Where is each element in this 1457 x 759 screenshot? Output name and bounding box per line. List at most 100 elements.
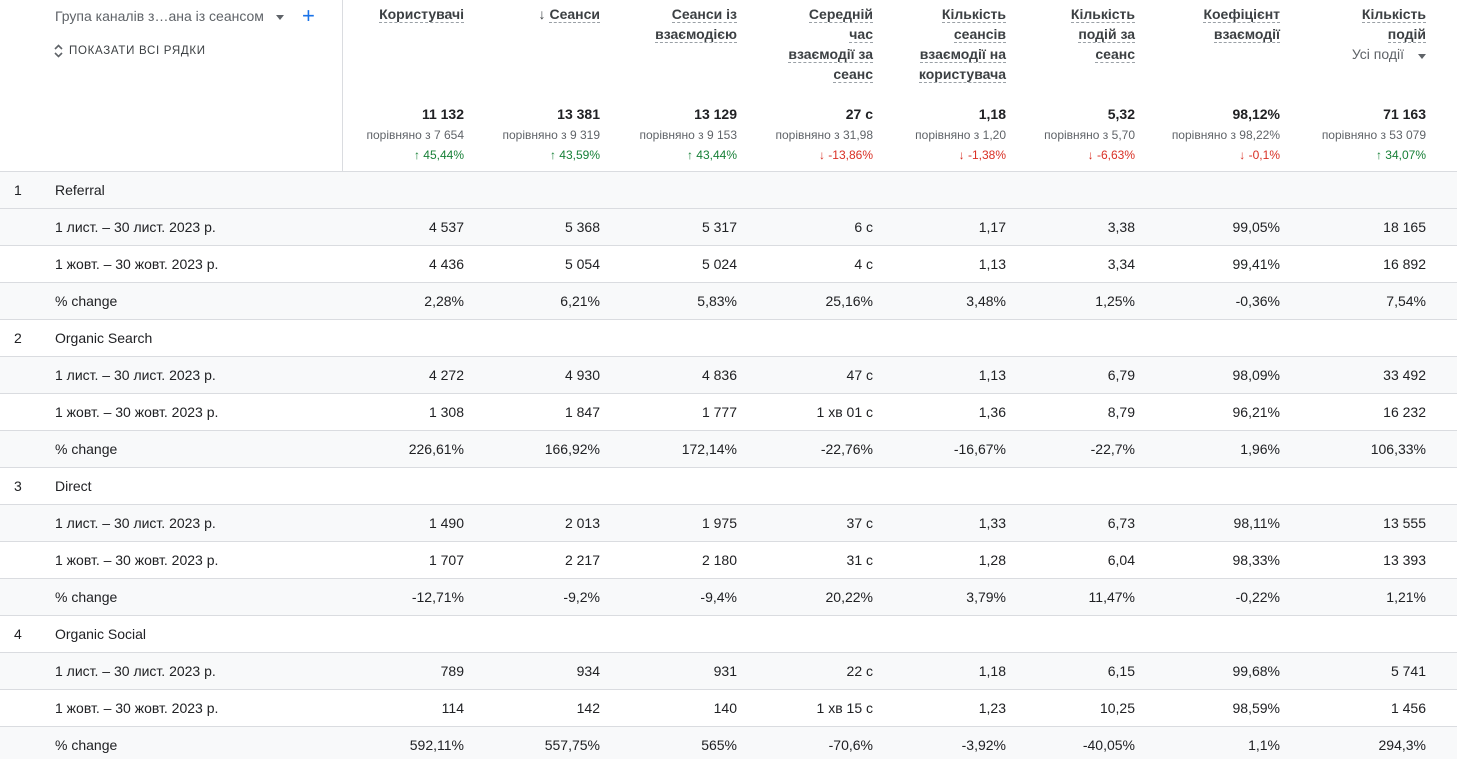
cell-avg_engagement_time: 25,16%	[825, 293, 873, 309]
metric-header-text: сеанс	[1095, 46, 1135, 63]
group-row-referral[interactable]: 1 Referral	[0, 171, 1457, 208]
metric-header-text: Сеанси	[549, 6, 600, 23]
cell-users: 4 537	[428, 219, 464, 235]
cell-engagement_rate: 98,09%	[1232, 367, 1280, 383]
cell-engaged_sessions: 565%	[701, 737, 737, 753]
total-comparison: порівняно з 9 153	[639, 128, 737, 142]
metric-header-text: Кількість	[1070, 6, 1135, 23]
total-sessions: 13 381 порівняно з 9 319 ↑ 43,59%	[502, 104, 600, 165]
total-comparison: порівняно з 98,22%	[1171, 128, 1280, 142]
metric-header-line: сеансів	[919, 24, 1006, 44]
cell-sessions: 142	[576, 700, 600, 716]
cell-users: 2,28%	[424, 293, 464, 309]
add-dimension-button[interactable]: +	[301, 3, 315, 28]
show-all-rows-button[interactable]: ПОКАЗАТИ ВСІ РЯДКИ	[53, 44, 206, 58]
cell-event_count: 18 165	[1383, 219, 1426, 235]
cell-event_count: 33 492	[1383, 367, 1426, 383]
cell-engagement_rate: 99,68%	[1232, 663, 1280, 679]
cell-engagement_rate: 99,05%	[1232, 219, 1280, 235]
total-delta-value: -6,63%	[1096, 148, 1135, 162]
cell-events_per_session: 3,34	[1107, 256, 1135, 272]
cell-sessions: 5 368	[564, 219, 600, 235]
row-label: 1 жовт. – 30 жовт. 2023 р.	[55, 700, 219, 716]
cell-sessions: 5 054	[564, 256, 600, 272]
arrow-down-icon: ↓	[818, 148, 829, 162]
percent-change-row: % change 592,11% 557,75% 565% -70,6% -3,92% -4…	[0, 726, 1457, 759]
cell-users: 1 490	[428, 515, 464, 531]
date-range-row: 1 жовт. – 30 жовт. 2023 р. 4 436 5 054 5 02…	[0, 245, 1457, 282]
dimension-selector[interactable]: Група каналів з…ана із сеансом	[55, 8, 264, 24]
metric-header-line: ↓ Сеанси	[538, 4, 600, 24]
cell-sessions: 2 217	[564, 552, 600, 568]
total-comparison: порівняно з 5,70	[1044, 128, 1135, 142]
dropdown-arrow-icon[interactable]	[1418, 53, 1426, 59]
row-index: 2	[14, 330, 22, 346]
group-row-organic-social[interactable]: 4 Organic Social	[0, 615, 1457, 652]
percent-change-row: % change -12,71% -9,2% -9,4% 20,22% 3,79% 11,4…	[0, 578, 1457, 615]
date-range-row: 1 лист. – 30 лист. 2023 р. 1 490 2 013 1 97…	[0, 504, 1457, 541]
cell-engaged_sessions_per_user: 1,13	[978, 256, 1006, 272]
cell-events_per_session: 10,25	[1099, 700, 1135, 716]
metric-header-line: Коефіцієнт	[1203, 4, 1280, 24]
cell-sessions: 166,92%	[544, 441, 600, 457]
percent-change-row: % change 2,28% 6,21% 5,83% 25,16% 3,48% 1,25% -…	[0, 282, 1457, 319]
sort-arrow-down-icon[interactable]: ↓	[538, 6, 546, 22]
cell-events_per_session: 8,79	[1107, 404, 1135, 420]
cell-users: 114	[441, 700, 464, 716]
row-index: 4	[14, 626, 22, 642]
total-events_per_session: 5,32 порівняно з 5,70 ↓ -6,63%	[1044, 104, 1135, 165]
metric-header-engagement_rate[interactable]: Коефіцієнт взаємодії	[1203, 4, 1280, 44]
cell-engagement_rate: -0,36%	[1235, 293, 1280, 309]
event-selector-dropdown[interactable]: Усі події	[1352, 46, 1426, 62]
metric-header-text: взаємодії за	[788, 46, 873, 63]
metric-header-users[interactable]: Користувачі	[379, 4, 464, 24]
cell-engagement_rate: 98,33%	[1232, 552, 1280, 568]
metric-header-engaged_sessions_per_user[interactable]: Кількість сеансів взаємодії на користувача	[918, 4, 1006, 84]
total-delta: ↑ 43,44%	[639, 145, 737, 165]
metric-header-events_per_session[interactable]: Кількість подій за сеанс	[1070, 4, 1135, 64]
arrow-up-icon: ↑	[413, 148, 424, 162]
metric-header-text: Кількість	[941, 6, 1006, 23]
total-value: 13 381	[557, 106, 600, 122]
total-delta-value: -0,1%	[1248, 148, 1280, 162]
total-value: 1,18	[978, 106, 1006, 122]
date-range-row: 1 лист. – 30 лист. 2023 р. 789 934 931 22 с 1…	[0, 652, 1457, 689]
group-row-organic-search[interactable]: 2 Organic Search	[0, 319, 1457, 356]
cell-event_count: 13 555	[1383, 515, 1426, 531]
cell-engaged_sessions: 1 975	[701, 515, 737, 531]
cell-avg_engagement_time: 1 хв 01 с	[816, 404, 873, 420]
row-label: 1 жовт. – 30 жовт. 2023 р.	[55, 404, 219, 420]
cell-avg_engagement_time: 20,22%	[825, 589, 873, 605]
cell-sessions: 6,21%	[560, 293, 600, 309]
date-range-row: 1 жовт. – 30 жовт. 2023 р. 114 142 140 1 хв …	[0, 689, 1457, 726]
dropdown-arrow-icon[interactable]	[275, 14, 284, 20]
metric-header-sessions[interactable]: ↓ Сеанси	[538, 4, 600, 24]
cell-users: 226,61%	[408, 441, 464, 457]
cell-users: 789	[440, 663, 464, 679]
cell-users: 592,11%	[409, 737, 464, 753]
cell-events_per_session: 6,04	[1107, 552, 1135, 568]
cell-event_count: 1,21%	[1386, 589, 1426, 605]
metric-header-text: сеанс	[833, 66, 873, 83]
date-range-row: 1 жовт. – 30 жовт. 2023 р. 1 707 2 217 2 18…	[0, 541, 1457, 578]
cell-event_count: 16 232	[1383, 404, 1426, 420]
cell-avg_engagement_time: 4 с	[854, 256, 873, 272]
cell-avg_engagement_time: 6 с	[854, 219, 873, 235]
cell-users: 4 272	[428, 367, 464, 383]
cell-engagement_rate: -0,22%	[1235, 589, 1280, 605]
group-row-direct[interactable]: 3 Direct	[0, 467, 1457, 504]
metric-header-line: користувача	[918, 64, 1006, 84]
date-range-row: 1 лист. – 30 лист. 2023 р. 4 537 5 368 5 31…	[0, 208, 1457, 245]
cell-engaged_sessions: 5,83%	[697, 293, 737, 309]
row-label: % change	[55, 737, 118, 753]
cell-engaged_sessions_per_user: 3,48%	[966, 293, 1006, 309]
show-all-rows-label: ПОКАЗАТИ ВСІ РЯДКИ	[69, 45, 206, 57]
cell-users: -12,71%	[411, 589, 464, 605]
metric-header-event_count[interactable]: Кількість подій Усі події	[1352, 4, 1426, 62]
metric-header-text: подій	[1387, 26, 1426, 43]
cell-sessions: 1 847	[564, 404, 600, 420]
metric-header-line: взаємодією	[655, 24, 737, 44]
metric-header-avg_engagement_time[interactable]: Середній час взаємодії за сеанс	[788, 4, 873, 84]
cell-users: 4 436	[428, 256, 464, 272]
metric-header-engaged_sessions[interactable]: Сеанси із взаємодією	[655, 4, 737, 44]
